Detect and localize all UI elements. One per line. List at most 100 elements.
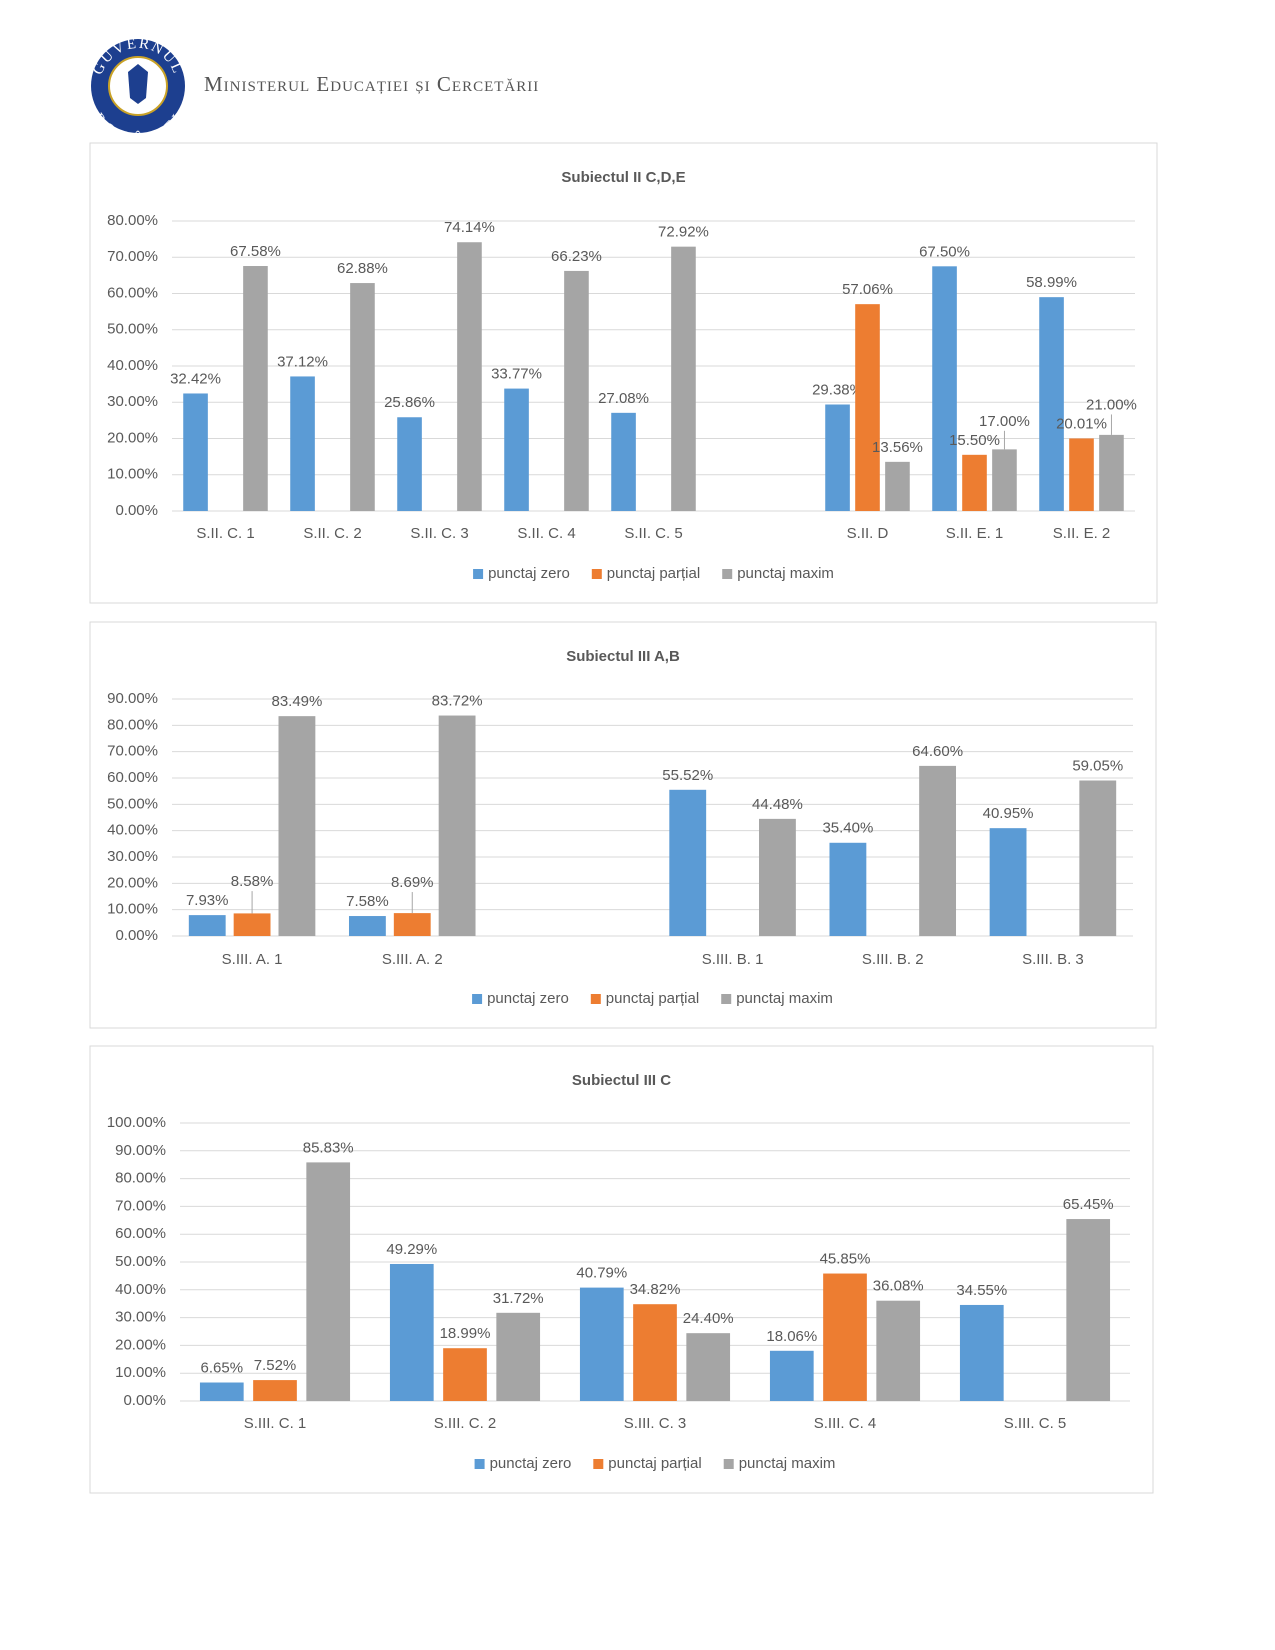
bar [389, 1263, 434, 1401]
bar [633, 1304, 677, 1401]
bar [306, 1162, 351, 1401]
y-tick-label: 0.00% [123, 1392, 166, 1409]
data-label: 18.99% [440, 1325, 491, 1342]
bar [1039, 297, 1064, 511]
legend-marker [593, 1459, 604, 1469]
legend-label: punctaj parțial [608, 1455, 701, 1472]
x-tick-label: S.III. C. 3 [624, 1415, 687, 1432]
bar [564, 270, 589, 511]
y-tick-label: 10.00% [107, 466, 158, 483]
bar [1066, 1219, 1111, 1401]
y-tick-label: 90.00% [115, 1142, 166, 1159]
x-tick-label: S.II. E. 2 [1053, 525, 1111, 542]
bar [876, 1300, 921, 1401]
bar [183, 393, 208, 511]
data-label: 20.01% [1056, 415, 1107, 432]
data-label: 37.12% [277, 353, 328, 370]
data-label: 40.79% [576, 1265, 627, 1282]
bar [504, 388, 529, 511]
bar [1099, 434, 1124, 511]
data-label: 66.23% [551, 248, 602, 265]
legend-label: punctaj zero [490, 1455, 572, 1472]
legend-marker [472, 994, 483, 1004]
chart-frame [89, 142, 1158, 604]
data-label: 64.60% [912, 743, 963, 760]
x-tick-label: S.II. D [847, 525, 889, 542]
chart: Subiectul III C 0.00% 10.00% 20.00% 30.00% 40… [89, 1045, 1154, 1494]
bar [829, 842, 867, 936]
data-label: 7.52% [254, 1357, 297, 1374]
legend-label: punctaj maxim [736, 990, 833, 1007]
y-tick-label: 30.00% [107, 393, 158, 410]
data-label: 49.29% [386, 1241, 437, 1258]
data-label: 17.00% [979, 413, 1030, 430]
bar [669, 789, 707, 936]
x-tick-label: S.III. C. 1 [244, 1415, 307, 1432]
data-label: 7.93% [186, 892, 229, 909]
legend-marker [591, 569, 602, 579]
chart: Subiectul III A,B 0.00% 10.00% 20.00% 30.00%… [89, 621, 1157, 1029]
x-tick-label: S.II. C. 2 [303, 525, 361, 542]
y-tick-label: 90.00% [107, 690, 158, 707]
x-tick-label: S.III. C. 4 [814, 1415, 877, 1432]
data-label: 7.58% [346, 893, 389, 910]
bar [885, 461, 910, 511]
y-tick-label: 0.00% [115, 502, 158, 519]
y-tick-label: 80.00% [115, 1170, 166, 1187]
bar [393, 913, 431, 936]
x-tick-label: S.III. C. 2 [434, 1415, 497, 1432]
legend-label: punctaj zero [487, 990, 569, 1007]
bar [932, 266, 957, 511]
bar [759, 818, 796, 936]
y-tick-label: 60.00% [107, 769, 158, 786]
bar [350, 283, 375, 511]
legend-label: punctaj zero [488, 565, 570, 582]
data-label: 35.40% [822, 820, 873, 837]
legend-label: punctaj maxim [739, 1455, 836, 1472]
x-tick-label: S.III. B. 1 [702, 951, 764, 968]
y-tick-label: 100.00% [107, 1114, 166, 1131]
bar [348, 916, 386, 936]
bar [443, 1348, 487, 1401]
x-tick-label: S.III. A. 2 [382, 951, 443, 968]
chart-title: Subiectul III C [572, 1072, 671, 1089]
bar [397, 417, 422, 511]
bar [188, 915, 226, 936]
bar [1069, 438, 1094, 511]
data-label: 85.83% [303, 1139, 354, 1156]
bar [233, 913, 271, 936]
data-label: 36.08% [873, 1278, 924, 1295]
x-tick-label: S.III. C. 5 [1004, 1415, 1067, 1432]
bar [1079, 780, 1117, 936]
data-label: 18.06% [766, 1328, 817, 1345]
chart-title: Subiectul III A,B [566, 648, 680, 665]
y-tick-label: 60.00% [115, 1225, 166, 1242]
bar [686, 1333, 731, 1401]
ministry-name: Ministerul Educației și Cercetării [204, 72, 539, 96]
bar [989, 828, 1027, 936]
chart-title: Subiectul II C,D,E [561, 169, 685, 186]
data-label: 27.08% [598, 390, 649, 407]
data-label: 55.52% [662, 767, 713, 784]
data-label: 25.86% [384, 394, 435, 411]
bar [199, 1382, 244, 1401]
y-tick-label: 30.00% [107, 848, 158, 865]
y-tick-label: 70.00% [107, 743, 158, 760]
y-tick-label: 40.00% [107, 357, 158, 374]
legend-marker [722, 569, 733, 579]
y-tick-label: 70.00% [115, 1197, 166, 1214]
data-label: 34.82% [630, 1281, 681, 1298]
bar [457, 242, 482, 511]
x-tick-label: S.III. A. 1 [222, 951, 283, 968]
x-tick-label: S.II. C. 1 [196, 525, 254, 542]
data-label: 33.77% [491, 366, 542, 383]
legend-marker [590, 994, 601, 1004]
bar [496, 1312, 541, 1401]
data-label: 65.45% [1063, 1196, 1114, 1213]
y-tick-label: 0.00% [115, 927, 158, 944]
legend-marker [723, 1459, 734, 1469]
data-label: 44.48% [752, 796, 803, 813]
chart-frame [89, 1045, 1154, 1494]
legend-marker [474, 1459, 485, 1469]
